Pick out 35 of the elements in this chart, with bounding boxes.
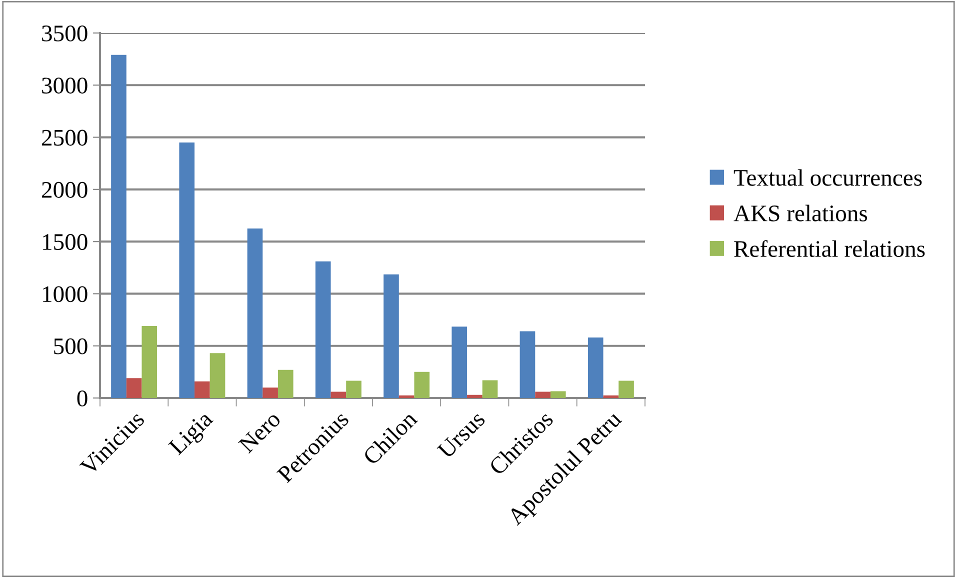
bar — [482, 380, 498, 398]
y-tick-label: 1500 — [43, 234, 88, 250]
y-tick-label: 3500 — [42, 25, 88, 42]
y-tick-label: 2000 — [42, 182, 88, 198]
bar — [414, 372, 430, 398]
bar — [603, 395, 619, 398]
bar — [278, 370, 294, 398]
bar — [467, 394, 482, 398]
legend-label: Referential relations — [734, 240, 925, 257]
bar — [179, 142, 195, 398]
bar — [535, 392, 550, 398]
bar — [452, 326, 468, 398]
bar — [398, 395, 414, 398]
bar — [330, 392, 346, 398]
bar — [315, 261, 331, 398]
bar — [262, 388, 278, 398]
bar — [550, 391, 566, 398]
bar — [247, 228, 263, 398]
y-tick-label: 1000 — [43, 286, 88, 302]
bar — [384, 274, 399, 398]
bar — [346, 380, 362, 398]
y-tick-label: 3000 — [42, 78, 88, 94]
bar — [111, 54, 126, 398]
bar — [618, 380, 634, 398]
y-tick-label: 2500 — [42, 130, 88, 146]
bar — [210, 353, 226, 398]
legend-label: Textual occurrences — [734, 169, 922, 186]
bar — [142, 326, 158, 398]
bar — [126, 378, 142, 398]
y-tick-label: 500 — [54, 338, 88, 354]
y-tick-label: 0 — [77, 390, 88, 406]
legend-label: AKS relations — [734, 204, 868, 222]
bar — [194, 381, 210, 398]
bar — [588, 338, 604, 398]
bar — [520, 331, 536, 398]
